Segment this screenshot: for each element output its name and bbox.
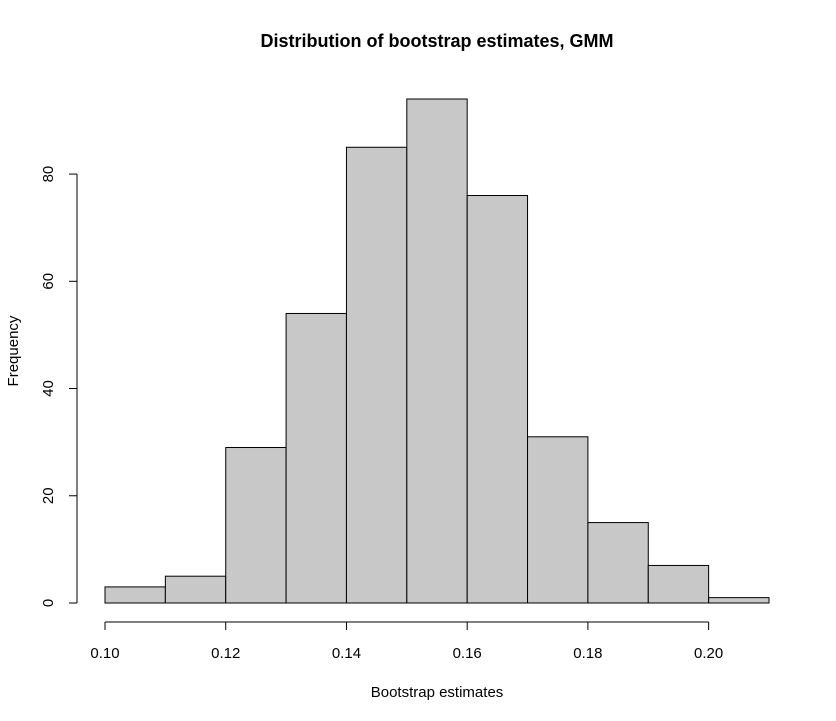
- histogram-bar-6: [406, 98, 468, 604]
- y-tick-label: 20: [40, 487, 57, 504]
- x-tick-label: 0.12: [211, 645, 240, 662]
- x-axis-label: Bootstrap estimates: [371, 684, 504, 701]
- histogram-bar-8: [527, 436, 589, 604]
- x-tick-label: 0.16: [453, 645, 482, 662]
- bars-group: [104, 98, 770, 604]
- histogram-bar-2: [164, 575, 227, 604]
- histogram-bar-9: [587, 522, 649, 604]
- x-tick-label: 0.20: [694, 645, 723, 662]
- histogram-bar-10: [647, 564, 710, 604]
- histogram-bar-4: [285, 312, 347, 604]
- y-tick-label: 60: [40, 273, 57, 290]
- histogram-bar-1: [104, 586, 166, 604]
- x-tick-label: 0.18: [573, 645, 602, 662]
- y-tick-label: 0: [40, 599, 57, 607]
- y-tick-label: 80: [40, 166, 57, 183]
- x-axis: 0.10 0.12 0.14 0.16 0.18 0.20: [90, 621, 723, 662]
- chart-title: Distribution of bootstrap estimates, GMM: [260, 31, 613, 51]
- histogram-bar-7: [466, 195, 529, 604]
- y-axis-label: Frequency: [5, 315, 22, 386]
- x-tick-label: 0.10: [90, 645, 119, 662]
- histogram-bar-5: [345, 146, 408, 604]
- histogram-bar-3: [225, 447, 287, 604]
- y-axis: 0 20 40 60 80: [40, 166, 78, 607]
- y-tick-label: 40: [40, 380, 57, 397]
- x-tick-label: 0.14: [332, 645, 361, 662]
- histogram-bar-11: [708, 597, 770, 604]
